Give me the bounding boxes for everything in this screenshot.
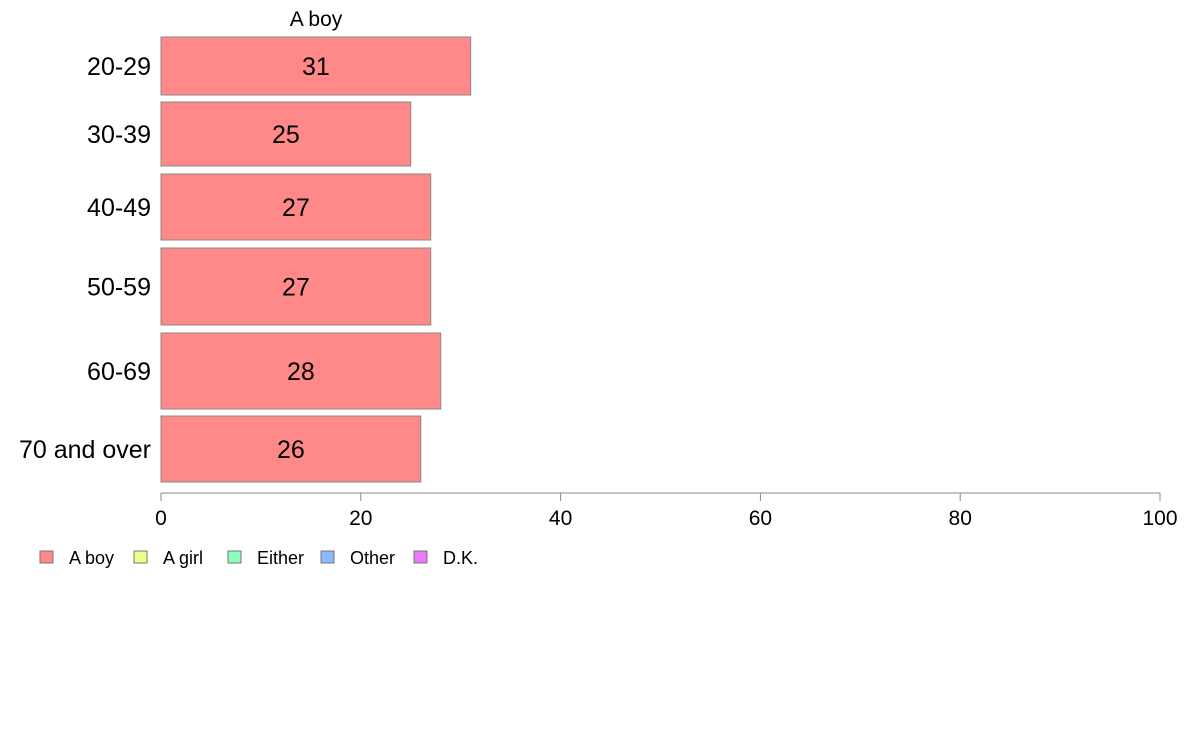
bar-value-label: 27 (282, 194, 310, 222)
x-tick-label: 40 (549, 507, 572, 530)
x-tick-label: 60 (749, 507, 772, 530)
category-label: 20-29 (87, 53, 151, 81)
legend-label: A boy (69, 548, 114, 568)
legend-swatch (39, 550, 54, 564)
category-label: 30-39 (87, 121, 151, 149)
legend: A boy A girl Either Other D.K. (39, 548, 478, 568)
bar-20-29 (160, 36, 472, 96)
bar-value-label: 28 (287, 358, 315, 386)
x-axis: 0 20 40 60 80 100 (155, 492, 1178, 530)
legend-label: Either (257, 548, 304, 568)
bar-value-label: 31 (302, 53, 330, 81)
category-label: 40-49 (87, 194, 151, 222)
bars-layer: 31 20-29 25 30-39 27 40-49 27 50-59 28 60-69 26 70 … (19, 36, 472, 483)
x-tick-label: 100 (1142, 507, 1177, 530)
bar-70-and-over (160, 415, 422, 483)
legend-label: Other (350, 548, 395, 568)
legend-swatch (227, 550, 242, 564)
x-tick-label: 0 (155, 507, 167, 530)
bar-40-49 (160, 173, 432, 241)
category-label: 60-69 (87, 358, 151, 386)
bar-60-69 (160, 332, 442, 410)
category-label: 70 and over (19, 436, 151, 464)
legend-label: D.K. (443, 548, 478, 568)
legend-swatch (320, 550, 335, 564)
bar-value-label: 26 (277, 436, 305, 464)
chart-title: A boy (290, 8, 343, 31)
x-tick-label: 20 (349, 507, 372, 530)
legend-label: A girl (163, 548, 203, 568)
category-label: 50-59 (87, 274, 151, 302)
x-tick-label: 80 (949, 507, 972, 530)
bar-value-label: 27 (282, 274, 310, 302)
legend-swatch (413, 550, 428, 564)
legend-swatch (133, 550, 148, 564)
bar-50-59 (160, 247, 432, 326)
bar-value-label: 25 (272, 121, 300, 149)
bar-30-39 (160, 101, 412, 167)
